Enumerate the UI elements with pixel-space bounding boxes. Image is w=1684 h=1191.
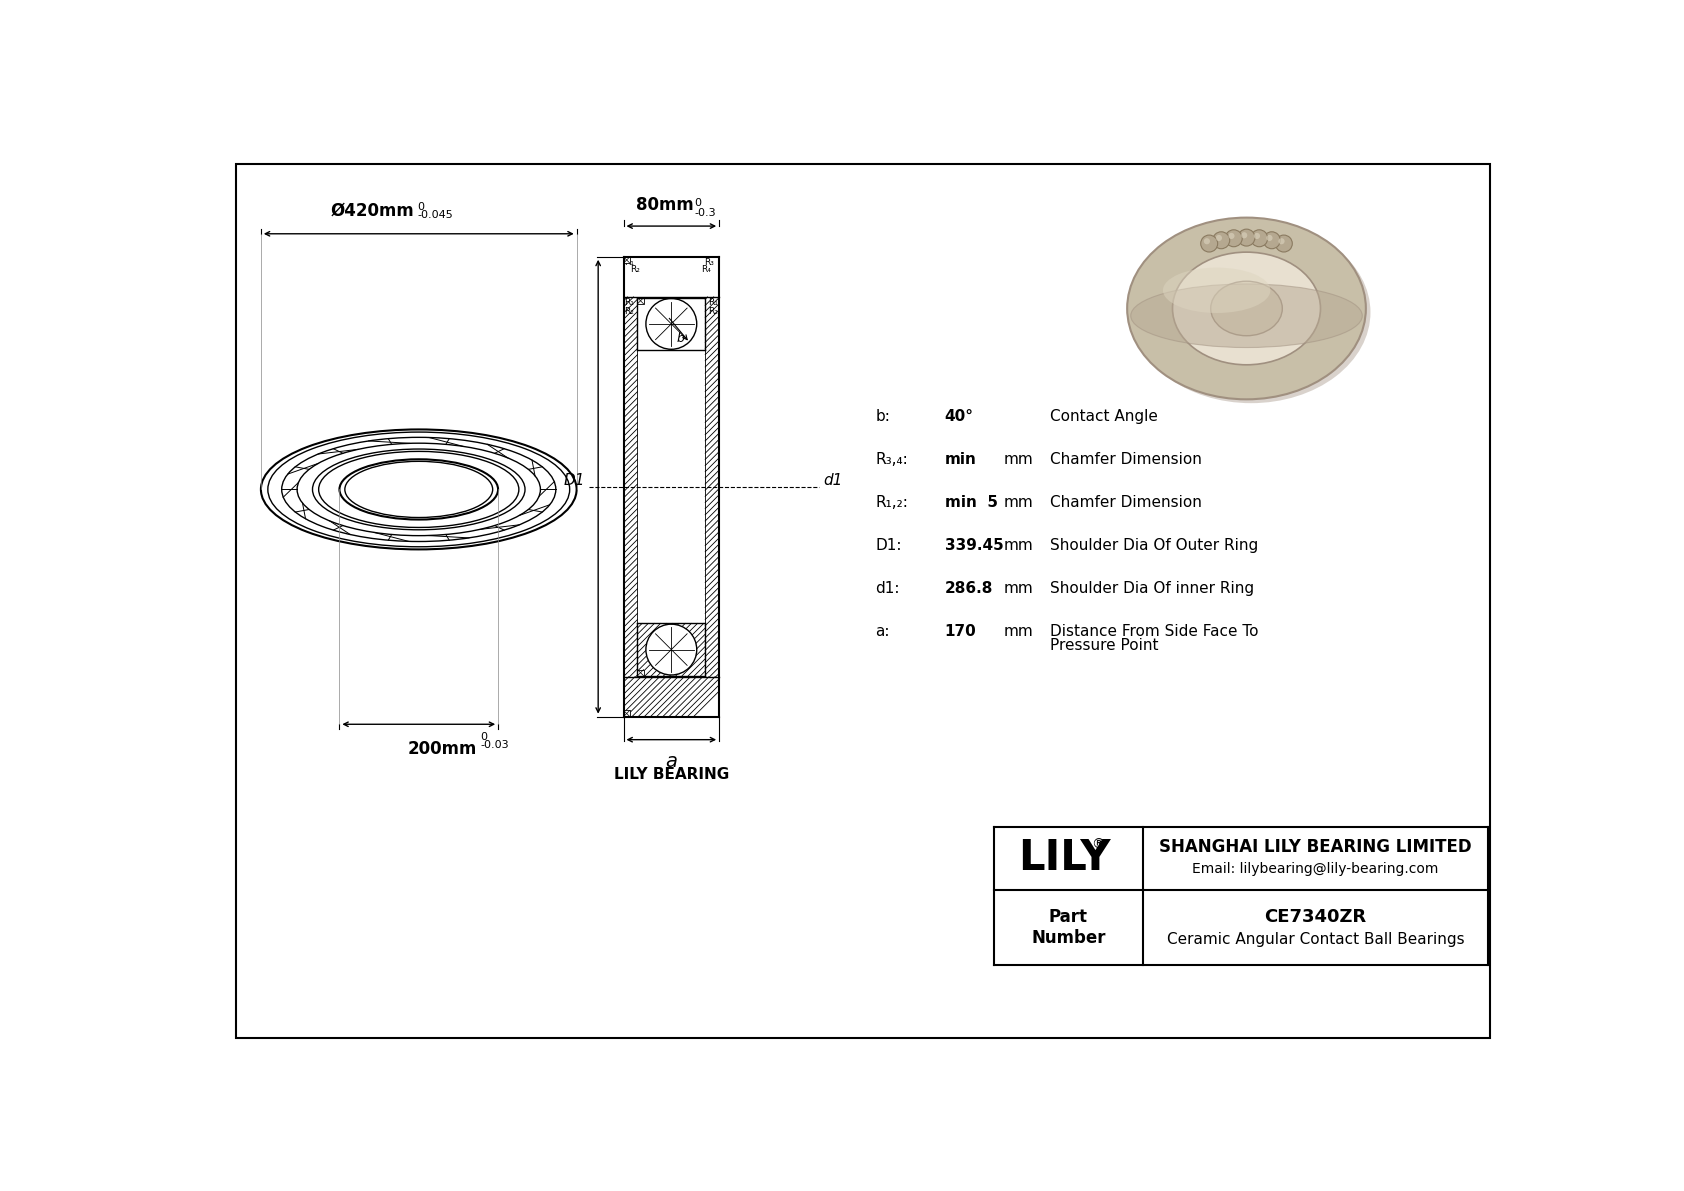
Text: mm: mm bbox=[1004, 581, 1034, 597]
Text: d1: d1 bbox=[823, 473, 842, 488]
Polygon shape bbox=[623, 297, 638, 676]
Text: mm: mm bbox=[1004, 538, 1034, 553]
Circle shape bbox=[1204, 238, 1211, 244]
Text: Contact Angle: Contact Angle bbox=[1051, 409, 1159, 424]
Text: LILY: LILY bbox=[1019, 837, 1111, 879]
Text: Part
Number: Part Number bbox=[1031, 909, 1105, 947]
Text: R₁: R₁ bbox=[625, 258, 635, 268]
Polygon shape bbox=[638, 298, 643, 304]
Circle shape bbox=[647, 624, 697, 675]
Text: 0: 0 bbox=[694, 198, 702, 207]
Text: R₂: R₂ bbox=[625, 307, 635, 316]
Text: Distance From Side Face To: Distance From Side Face To bbox=[1051, 624, 1258, 640]
Circle shape bbox=[1251, 230, 1268, 247]
Circle shape bbox=[647, 299, 697, 349]
Circle shape bbox=[1238, 229, 1255, 247]
Text: R₁: R₁ bbox=[707, 299, 717, 307]
Text: SHANGHAI LILY BEARING LIMITED: SHANGHAI LILY BEARING LIMITED bbox=[1159, 838, 1472, 856]
Text: ®: ® bbox=[1091, 837, 1105, 852]
Text: Ceramic Angular Contact Ball Bearings: Ceramic Angular Contact Ball Bearings bbox=[1167, 933, 1463, 947]
Text: 170: 170 bbox=[945, 624, 977, 640]
Text: min: min bbox=[945, 451, 977, 467]
Text: D1:: D1: bbox=[876, 538, 903, 553]
Text: a: a bbox=[665, 752, 677, 771]
Polygon shape bbox=[638, 669, 643, 675]
Text: R₃: R₃ bbox=[704, 258, 714, 268]
Circle shape bbox=[1228, 233, 1234, 239]
Text: b: b bbox=[677, 331, 685, 344]
Text: LILY BEARING: LILY BEARING bbox=[613, 767, 729, 781]
Polygon shape bbox=[706, 297, 719, 676]
Text: Pressure Point: Pressure Point bbox=[1051, 638, 1159, 653]
Text: Ø420mm: Ø420mm bbox=[330, 202, 414, 220]
Circle shape bbox=[1201, 235, 1218, 252]
Text: -0.3: -0.3 bbox=[694, 208, 716, 218]
Circle shape bbox=[1255, 233, 1260, 239]
Text: -0.03: -0.03 bbox=[480, 740, 509, 749]
Text: min  5: min 5 bbox=[945, 495, 997, 510]
Polygon shape bbox=[623, 257, 719, 297]
Polygon shape bbox=[638, 298, 706, 350]
Polygon shape bbox=[623, 676, 719, 717]
Text: R₁,₂:: R₁,₂: bbox=[876, 495, 908, 510]
Text: 80mm: 80mm bbox=[637, 195, 694, 213]
Text: R₂: R₂ bbox=[707, 307, 717, 316]
Text: -0.045: -0.045 bbox=[418, 210, 453, 220]
Circle shape bbox=[1226, 230, 1243, 247]
Text: b:: b: bbox=[876, 409, 891, 424]
Text: Shoulder Dia Of Outer Ring: Shoulder Dia Of Outer Ring bbox=[1051, 538, 1258, 553]
Ellipse shape bbox=[1172, 252, 1320, 364]
Ellipse shape bbox=[1132, 222, 1371, 404]
Text: 0: 0 bbox=[480, 732, 487, 742]
Text: mm: mm bbox=[1004, 495, 1034, 510]
Text: 200mm: 200mm bbox=[408, 740, 477, 757]
Circle shape bbox=[1212, 232, 1229, 249]
Ellipse shape bbox=[1211, 281, 1282, 336]
Circle shape bbox=[1278, 238, 1285, 244]
Text: a:: a: bbox=[876, 624, 889, 640]
Text: D1: D1 bbox=[564, 473, 584, 488]
Text: R₁: R₁ bbox=[625, 299, 635, 307]
Text: Shoulder Dia Of inner Ring: Shoulder Dia Of inner Ring bbox=[1051, 581, 1255, 597]
Circle shape bbox=[1275, 235, 1292, 252]
Text: d1:: d1: bbox=[876, 581, 899, 597]
Polygon shape bbox=[623, 257, 630, 263]
Text: 286.8: 286.8 bbox=[945, 581, 994, 597]
Circle shape bbox=[1266, 235, 1273, 241]
Text: Chamfer Dimension: Chamfer Dimension bbox=[1051, 451, 1202, 467]
Text: R₄: R₄ bbox=[702, 264, 711, 274]
Circle shape bbox=[1216, 235, 1223, 241]
Polygon shape bbox=[623, 710, 630, 717]
Ellipse shape bbox=[1127, 218, 1366, 399]
Ellipse shape bbox=[1164, 268, 1270, 313]
Circle shape bbox=[1263, 232, 1280, 249]
Ellipse shape bbox=[1130, 283, 1362, 348]
Text: Email: lilybearing@lily-bearing.com: Email: lilybearing@lily-bearing.com bbox=[1192, 862, 1438, 877]
Text: 0: 0 bbox=[418, 202, 424, 212]
Circle shape bbox=[1241, 232, 1248, 238]
Text: mm: mm bbox=[1004, 624, 1034, 640]
Text: 339.45: 339.45 bbox=[945, 538, 1004, 553]
Polygon shape bbox=[638, 623, 706, 675]
Text: 40°: 40° bbox=[945, 409, 973, 424]
Text: R₂: R₂ bbox=[630, 264, 640, 274]
Text: mm: mm bbox=[1004, 451, 1034, 467]
Text: R₃,₄:: R₃,₄: bbox=[876, 451, 908, 467]
Text: CE7340ZR: CE7340ZR bbox=[1265, 908, 1366, 925]
Text: Chamfer Dimension: Chamfer Dimension bbox=[1051, 495, 1202, 510]
